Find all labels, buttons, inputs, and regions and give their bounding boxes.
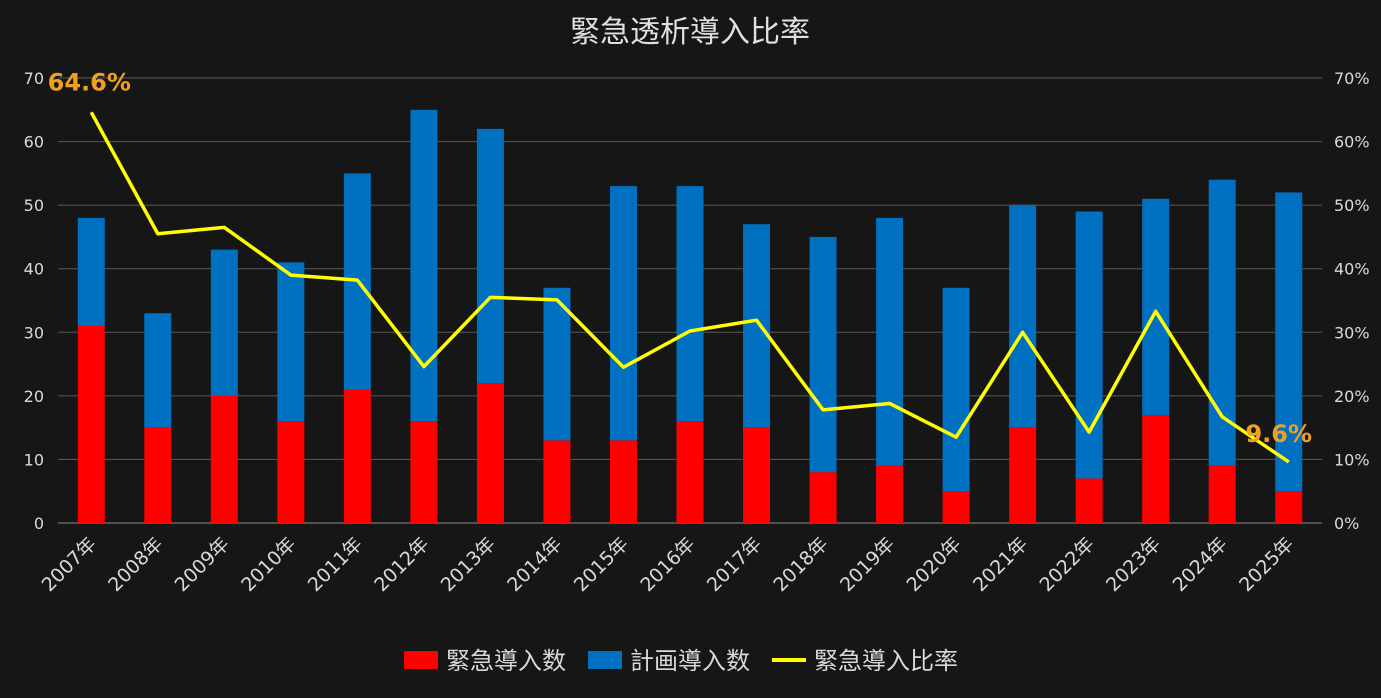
y-right-tick-label: 50% <box>1334 196 1370 215</box>
y-left-tick-label: 0 <box>34 514 44 533</box>
annotations: 64.6% 9.6% <box>48 68 1312 448</box>
y-left-tick-label: 70 <box>24 69 44 88</box>
bar <box>77 325 105 523</box>
legend-label: 計画導入数 <box>630 647 750 675</box>
y-right-tick-label: 60% <box>1334 133 1370 152</box>
bar <box>1275 491 1303 523</box>
bar <box>543 440 571 523</box>
bar <box>1142 414 1170 523</box>
chart-title: 緊急透析導入比率 <box>570 15 810 50</box>
data-label: 64.6% <box>48 68 131 96</box>
bar <box>676 421 704 523</box>
bar <box>210 249 238 396</box>
y-left-tick-label: 40 <box>24 260 44 279</box>
bar <box>1208 465 1236 523</box>
bar <box>1275 192 1303 492</box>
bar <box>410 109 438 422</box>
bar <box>277 421 305 523</box>
bar <box>476 128 504 384</box>
bar <box>1075 478 1103 523</box>
bar <box>277 262 305 422</box>
bar <box>343 389 371 523</box>
y-right-tick-label: 10% <box>1334 450 1370 469</box>
bar <box>676 186 704 422</box>
legend-swatch <box>404 651 438 669</box>
bar <box>543 287 571 441</box>
y-axis-left: 0 10 20 30 40 50 60 70 <box>24 69 44 533</box>
bar <box>743 224 771 428</box>
y-left-tick-label: 10 <box>24 450 44 469</box>
bar <box>876 217 904 466</box>
bar <box>609 186 637 441</box>
bar <box>809 236 837 473</box>
bar <box>1075 211 1103 479</box>
y-right-tick-label: 30% <box>1334 323 1370 342</box>
bar <box>476 383 504 523</box>
line-series <box>89 111 1290 464</box>
legend-label: 緊急導入比率 <box>814 647 958 675</box>
y-axis-right: 0% 10% 20% 30% 40% 50% 60% 70% <box>1334 69 1370 533</box>
bar <box>609 440 637 523</box>
bar <box>144 427 172 523</box>
y-right-tick-label: 40% <box>1334 260 1370 279</box>
bar <box>743 427 771 523</box>
bar <box>809 472 837 523</box>
bar <box>77 217 105 326</box>
legend: 緊急導入数 計画導入数 緊急導入比率 <box>404 647 958 675</box>
y-left-tick-label: 30 <box>24 323 44 342</box>
y-left-tick-label: 20 <box>24 387 44 406</box>
bar <box>1009 205 1037 428</box>
legend-label: 緊急導入数 <box>446 647 566 675</box>
bar <box>942 287 970 492</box>
bar <box>1142 198 1170 415</box>
bar <box>1009 427 1037 523</box>
y-left-tick-label: 60 <box>24 133 44 152</box>
bar-series <box>77 109 1303 523</box>
y-right-tick-label: 20% <box>1334 387 1370 406</box>
bar <box>210 395 238 523</box>
y-right-tick-label: 0% <box>1334 514 1359 533</box>
legend-swatch <box>588 651 622 669</box>
bar <box>144 313 172 428</box>
bar <box>410 421 438 523</box>
line-series-path <box>89 111 1290 464</box>
bar <box>876 465 904 523</box>
bar <box>942 491 970 523</box>
data-label: 9.6% <box>1245 420 1312 448</box>
y-right-tick-label: 70% <box>1334 69 1370 88</box>
y-left-tick-label: 50 <box>24 196 44 215</box>
